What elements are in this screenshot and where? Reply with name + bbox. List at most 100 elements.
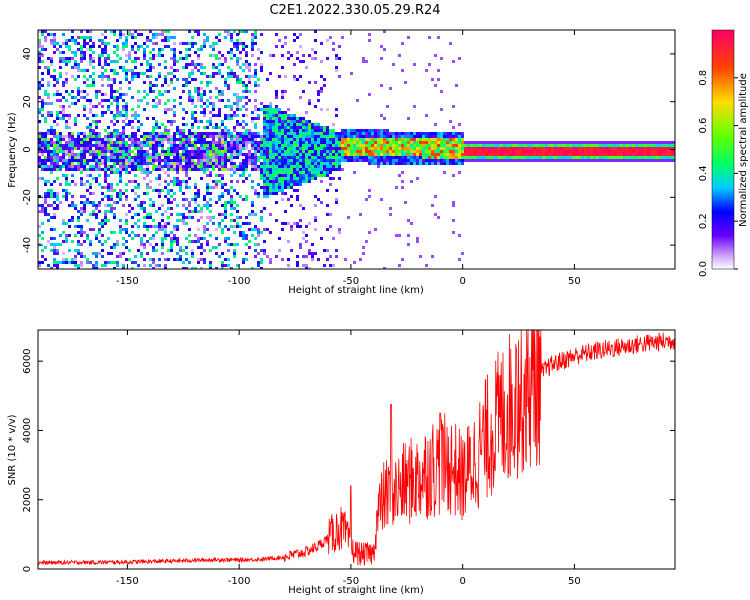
spectrogram-cell bbox=[254, 63, 257, 66]
spectrogram-cell bbox=[140, 156, 143, 159]
spectrogram-cell bbox=[578, 159, 581, 162]
spectrogram-cell bbox=[152, 237, 155, 240]
spectrogram-cell bbox=[167, 90, 170, 93]
spectrogram-cell bbox=[170, 141, 173, 144]
spectrogram-cell bbox=[563, 150, 566, 153]
spectrogram-cell bbox=[182, 213, 185, 216]
spectrogram-cell bbox=[206, 81, 209, 84]
spectrogram-cell bbox=[158, 195, 161, 198]
spectrogram-cell bbox=[68, 162, 71, 165]
spectrogram-cell bbox=[194, 162, 197, 165]
spectrogram-cell bbox=[236, 210, 239, 213]
spectrogram-cell bbox=[110, 96, 113, 99]
spectrogram-cell bbox=[119, 156, 122, 159]
spectrogram-cell bbox=[137, 156, 140, 159]
spectrogram-cell bbox=[59, 147, 62, 150]
spectrogram-cell bbox=[194, 87, 197, 90]
spectrogram-cell bbox=[302, 159, 305, 162]
spectrogram-cell bbox=[251, 147, 254, 150]
spectrogram-cell bbox=[380, 132, 383, 135]
spectrogram-cell bbox=[617, 147, 620, 150]
spectrogram-cell bbox=[221, 162, 224, 165]
spectrogram-cell bbox=[161, 84, 164, 87]
spectrogram-cell bbox=[134, 144, 137, 147]
spectrogram-cell bbox=[233, 168, 236, 171]
spectrogram-cell bbox=[155, 120, 158, 123]
spectrogram-cell bbox=[629, 141, 632, 144]
spectrogram-cell bbox=[299, 126, 302, 129]
spectrogram-cell bbox=[71, 201, 74, 204]
spectrogram-cell bbox=[302, 237, 305, 240]
spectrogram-cell bbox=[281, 126, 284, 129]
spectrogram-cell bbox=[74, 204, 77, 207]
spectrogram-cell bbox=[614, 159, 617, 162]
spectrogram-cell bbox=[521, 150, 524, 153]
spectrogram-cell bbox=[281, 150, 284, 153]
spectrogram-cell bbox=[590, 150, 593, 153]
spectrogram-cell bbox=[296, 162, 299, 165]
spectrogram-cell bbox=[284, 126, 287, 129]
spectrogram-cell bbox=[194, 165, 197, 168]
spectrogram-cell bbox=[341, 138, 344, 141]
spectrogram-cell bbox=[191, 168, 194, 171]
spectrogram-cell bbox=[443, 156, 446, 159]
spectrogram-cell bbox=[269, 72, 272, 75]
spectrogram-cell bbox=[422, 144, 425, 147]
spectrogram-cell bbox=[263, 129, 266, 132]
spectrogram-cell bbox=[401, 141, 404, 144]
spectrogram-cell bbox=[176, 69, 179, 72]
colorbar-tick-label: 0.2 bbox=[698, 213, 709, 229]
spectrogram-cell bbox=[326, 138, 329, 141]
spectrogram-cell bbox=[203, 165, 206, 168]
spectrogram-cell bbox=[227, 30, 230, 33]
spectrogram-cell bbox=[62, 150, 65, 153]
spectrogram-cell bbox=[470, 144, 473, 147]
spectrogram-cell bbox=[344, 156, 347, 159]
spectrogram-cell bbox=[104, 204, 107, 207]
spectrogram-cell bbox=[443, 171, 446, 174]
spectrogram-cell bbox=[185, 183, 188, 186]
spectrogram-cell bbox=[614, 156, 617, 159]
spectrogram-cell bbox=[350, 72, 353, 75]
spectrogram-cell bbox=[281, 159, 284, 162]
spectrogram-cell bbox=[158, 264, 161, 267]
spectrogram-cell bbox=[203, 141, 206, 144]
spectrogram-cell bbox=[44, 183, 47, 186]
spectrogram-cell bbox=[485, 147, 488, 150]
spectrogram-cell bbox=[443, 150, 446, 153]
spectrogram-cell bbox=[317, 93, 320, 96]
spectrogram-cell bbox=[44, 192, 47, 195]
spectrogram-cell bbox=[65, 60, 68, 63]
spectrogram-cell bbox=[101, 54, 104, 57]
spectrogram-cell bbox=[218, 114, 221, 117]
spectrogram-cell bbox=[143, 177, 146, 180]
spectrogram-cell bbox=[356, 150, 359, 153]
spectrogram-cell bbox=[647, 156, 650, 159]
spectrogram-cell bbox=[200, 141, 203, 144]
spectrogram-cell bbox=[308, 126, 311, 129]
spectrogram-cell bbox=[167, 201, 170, 204]
spectrogram-cell bbox=[290, 174, 293, 177]
spectrogram-cell bbox=[518, 147, 521, 150]
spectrogram-cell bbox=[257, 135, 260, 138]
spectrogram-cell bbox=[587, 150, 590, 153]
spectrogram-cell bbox=[278, 162, 281, 165]
spectrogram-cell bbox=[245, 135, 248, 138]
spectrogram-cell bbox=[80, 162, 83, 165]
spectrogram-cell bbox=[260, 153, 263, 156]
spectrogram-cell bbox=[185, 153, 188, 156]
spectrogram-cell bbox=[47, 156, 50, 159]
spectrogram-cell bbox=[80, 168, 83, 171]
spectrogram-cell bbox=[626, 153, 629, 156]
spectrogram-cell bbox=[377, 141, 380, 144]
spectrogram-cell bbox=[338, 168, 341, 171]
spectrogram-cell bbox=[44, 117, 47, 120]
spectrogram-cell bbox=[134, 141, 137, 144]
snr-series-line bbox=[38, 330, 675, 566]
spectrogram-cell bbox=[80, 252, 83, 255]
spectrogram-cell bbox=[53, 141, 56, 144]
spectrogram-cell bbox=[101, 48, 104, 51]
spectrogram-cell bbox=[53, 45, 56, 48]
spectrogram-cell bbox=[104, 48, 107, 51]
spectrogram-cell bbox=[218, 126, 221, 129]
